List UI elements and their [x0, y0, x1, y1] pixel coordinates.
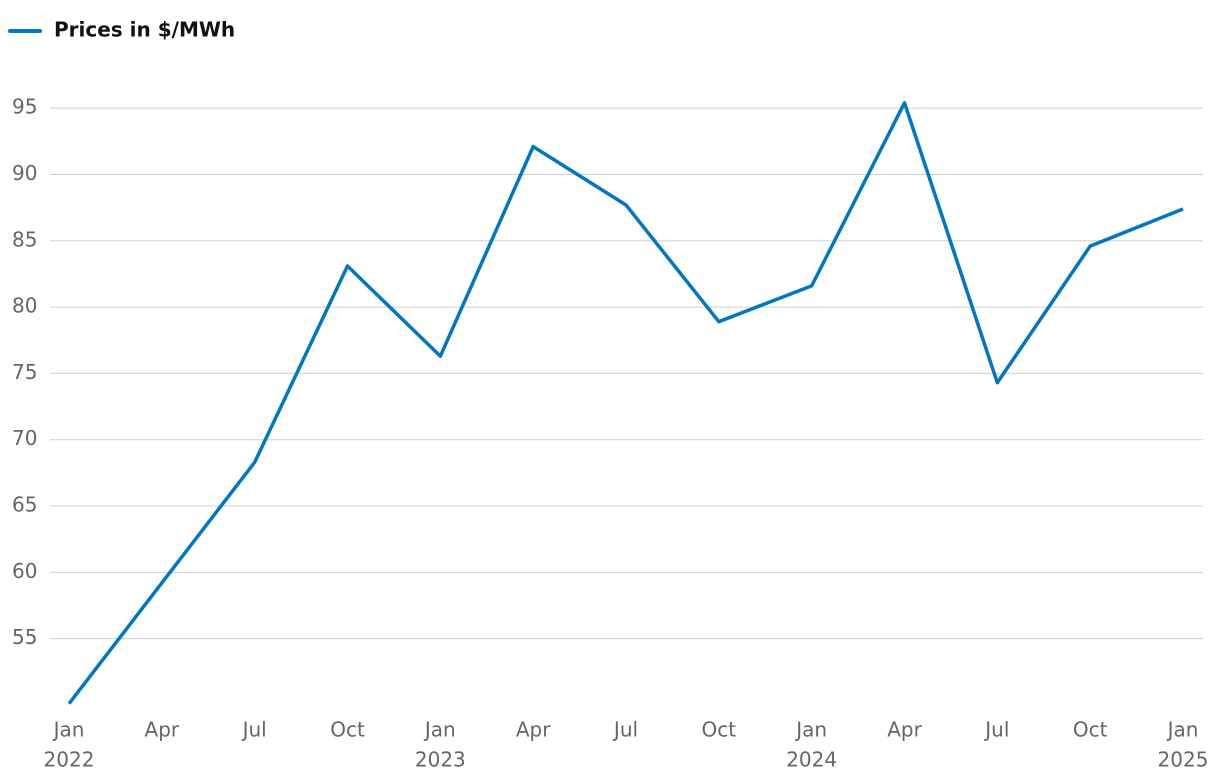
x-tick-label: Apr: [145, 718, 180, 742]
legend-label: Prices in $/MWh: [54, 18, 235, 42]
series-line: [67, 101, 1184, 705]
y-tick-label: 85: [12, 227, 37, 251]
x-year-label: 2025: [1158, 748, 1209, 772]
y-tick-label: 60: [12, 559, 37, 583]
x-tick-label: Jul: [983, 718, 1009, 742]
y-tick-label: 80: [12, 294, 37, 318]
x-tick-label: Jan: [794, 718, 827, 742]
x-tick-label: Apr: [516, 718, 551, 742]
y-tick-label: 70: [12, 426, 37, 450]
x-tick-label: Jan: [423, 718, 456, 742]
x-year-label: 2023: [415, 748, 466, 772]
y-tick-label: 65: [12, 493, 37, 517]
x-tick-label: Jan: [1166, 718, 1199, 742]
x-tick-label: Apr: [887, 718, 922, 742]
x-tick-label: Oct: [1073, 718, 1108, 742]
y-tick-label: 55: [12, 625, 37, 649]
x-tick-label: Jul: [241, 718, 267, 742]
y-tick-label: 95: [12, 95, 37, 119]
y-tick-label: 75: [12, 360, 37, 384]
x-tick-label: Jan: [52, 718, 85, 742]
x-tick-label: Oct: [330, 718, 365, 742]
y-tick-label: 90: [12, 161, 37, 185]
x-tick-label: Oct: [702, 718, 737, 742]
x-year-label: 2022: [44, 748, 95, 772]
x-tick-label: Jul: [612, 718, 638, 742]
x-year-label: 2024: [786, 748, 837, 772]
